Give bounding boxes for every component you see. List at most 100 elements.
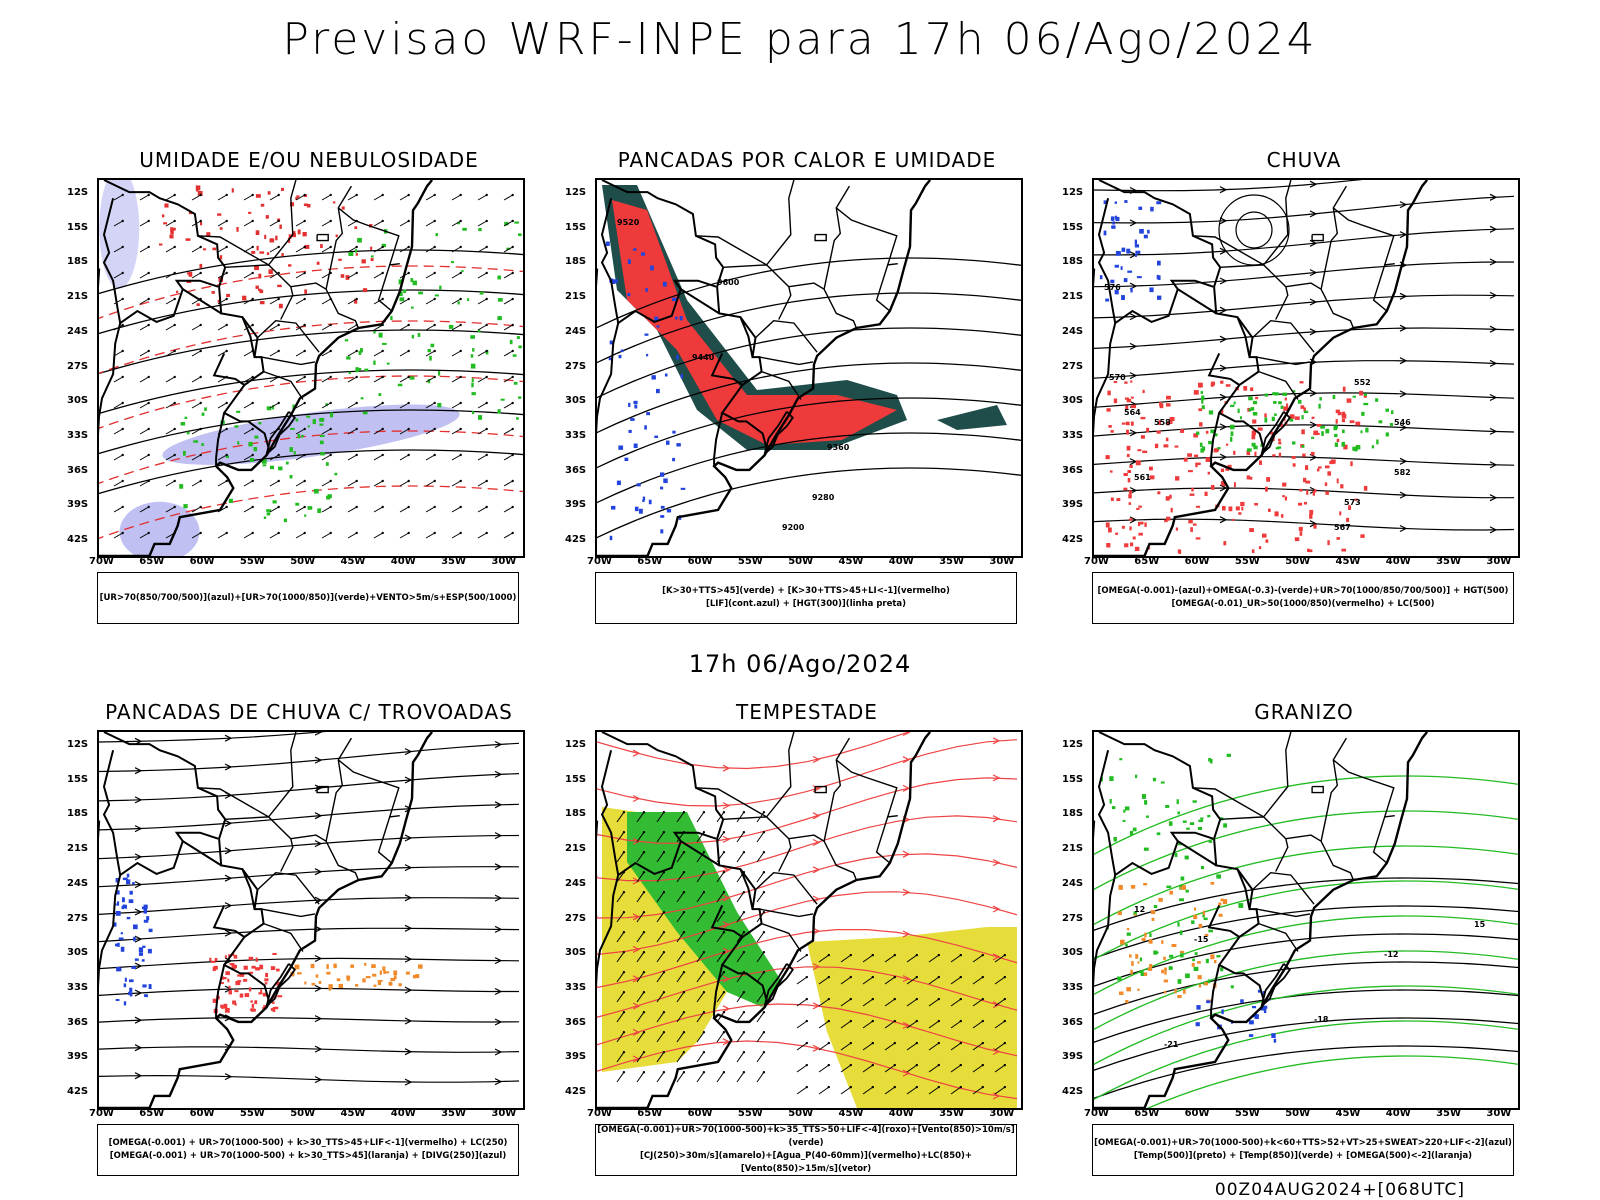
latitude-label: 30S bbox=[1062, 395, 1084, 407]
contour-label: -18 bbox=[1314, 1015, 1329, 1024]
field-speck bbox=[355, 984, 359, 987]
field-speck bbox=[1343, 444, 1348, 450]
field-speck bbox=[1136, 507, 1140, 510]
latitude-label: 24S bbox=[1062, 325, 1084, 337]
wind-vector-head bbox=[355, 453, 358, 457]
field-speck bbox=[129, 979, 134, 983]
wind-vector bbox=[373, 298, 383, 305]
field-speck bbox=[228, 498, 233, 504]
wind-vector bbox=[862, 976, 874, 985]
field-speck bbox=[412, 280, 417, 286]
field-speck bbox=[1121, 248, 1125, 252]
wind-vector bbox=[736, 851, 745, 863]
wind-vector bbox=[616, 1071, 625, 1083]
field-speck bbox=[1337, 411, 1342, 416]
wind-vector-head bbox=[485, 297, 488, 301]
wind-vector bbox=[451, 220, 461, 227]
field-speck bbox=[1391, 410, 1394, 415]
wind-vector-head bbox=[303, 245, 306, 249]
field-speck bbox=[1168, 821, 1173, 826]
wind-vector-head bbox=[762, 1031, 766, 1034]
wind-vector-head bbox=[329, 401, 332, 405]
field-speck bbox=[1130, 969, 1133, 975]
wind-vector bbox=[425, 272, 435, 279]
field-speck bbox=[1289, 418, 1294, 422]
wind-vector bbox=[191, 350, 201, 357]
streamline-arrow bbox=[314, 925, 323, 933]
wind-vector bbox=[928, 954, 940, 963]
field-speck bbox=[1107, 390, 1111, 396]
field-speck bbox=[1263, 1008, 1267, 1014]
field-speck bbox=[676, 443, 681, 447]
streamline-arrow bbox=[1309, 389, 1318, 397]
field-speck bbox=[1130, 885, 1136, 889]
wind-vector-head bbox=[199, 401, 202, 405]
wind-vector-head bbox=[433, 375, 436, 379]
field-speck bbox=[236, 410, 241, 413]
wind-vector bbox=[295, 376, 305, 383]
state-border bbox=[325, 185, 352, 290]
field-speck bbox=[1136, 276, 1142, 279]
field-speck bbox=[219, 255, 223, 260]
streamline-arrow bbox=[1399, 201, 1408, 209]
wind-vector bbox=[696, 951, 705, 963]
field-speck bbox=[660, 472, 665, 477]
field-speck bbox=[1128, 490, 1132, 494]
wind-vector-head bbox=[762, 871, 766, 874]
wind-vector-head bbox=[459, 401, 462, 405]
streamline-arrow bbox=[1489, 193, 1498, 201]
streamline-arrow bbox=[1129, 313, 1138, 321]
field-speck bbox=[1194, 907, 1197, 911]
field-speck bbox=[430, 343, 435, 348]
field-speck bbox=[1110, 279, 1115, 284]
field-speck bbox=[1144, 522, 1147, 527]
country-border bbox=[212, 904, 245, 938]
state-border bbox=[1311, 785, 1324, 794]
field-speck bbox=[1327, 471, 1332, 476]
wind-vector bbox=[399, 506, 409, 513]
field-speck bbox=[1223, 823, 1227, 828]
wind-vector bbox=[616, 891, 625, 903]
streamline-arrow bbox=[1309, 421, 1318, 429]
wind-vector bbox=[503, 194, 513, 201]
field-speck bbox=[1198, 984, 1202, 988]
field-speck bbox=[1340, 484, 1344, 489]
wind-vector bbox=[295, 350, 305, 357]
state-border bbox=[1285, 834, 1355, 881]
field-speck bbox=[1130, 421, 1134, 426]
streamline-arrow bbox=[992, 859, 1001, 867]
field-speck bbox=[232, 964, 236, 970]
field-speck bbox=[1130, 396, 1134, 399]
wind-vector bbox=[656, 931, 665, 943]
wind-vector-head bbox=[762, 931, 766, 934]
wind-vector-head bbox=[277, 297, 280, 301]
field-speck bbox=[199, 263, 203, 269]
wind-vector-head bbox=[642, 1071, 646, 1074]
field-speck bbox=[248, 211, 252, 214]
field-speck bbox=[1248, 408, 1252, 412]
field-speck bbox=[164, 203, 169, 208]
jet-core-yellow bbox=[602, 807, 727, 1072]
field-speck bbox=[348, 371, 351, 374]
field-speck bbox=[121, 905, 124, 910]
field-speck bbox=[1142, 389, 1145, 394]
field-speck bbox=[325, 462, 329, 466]
field-speck bbox=[382, 966, 386, 971]
field-speck bbox=[1275, 447, 1280, 450]
field-speck bbox=[1161, 940, 1164, 944]
wind-vector-head bbox=[682, 1051, 686, 1054]
streamline-arrow bbox=[314, 1015, 323, 1023]
wind-vector bbox=[295, 194, 305, 201]
field-speck bbox=[1199, 422, 1203, 427]
field-speck bbox=[266, 512, 271, 516]
panel-legend: [K>30+TTS>45](verde) + [K>30+TTS>45+LI<-… bbox=[595, 572, 1017, 624]
wind-vector bbox=[269, 298, 279, 305]
streamline bbox=[99, 1046, 520, 1053]
wind-vector bbox=[347, 454, 357, 461]
contour-line bbox=[597, 362, 1021, 434]
field-speck bbox=[1200, 817, 1204, 820]
field-speck bbox=[1225, 384, 1231, 387]
field-speck bbox=[1138, 505, 1142, 508]
wind-vector bbox=[295, 454, 305, 461]
wind-vector-head bbox=[893, 1085, 896, 1089]
